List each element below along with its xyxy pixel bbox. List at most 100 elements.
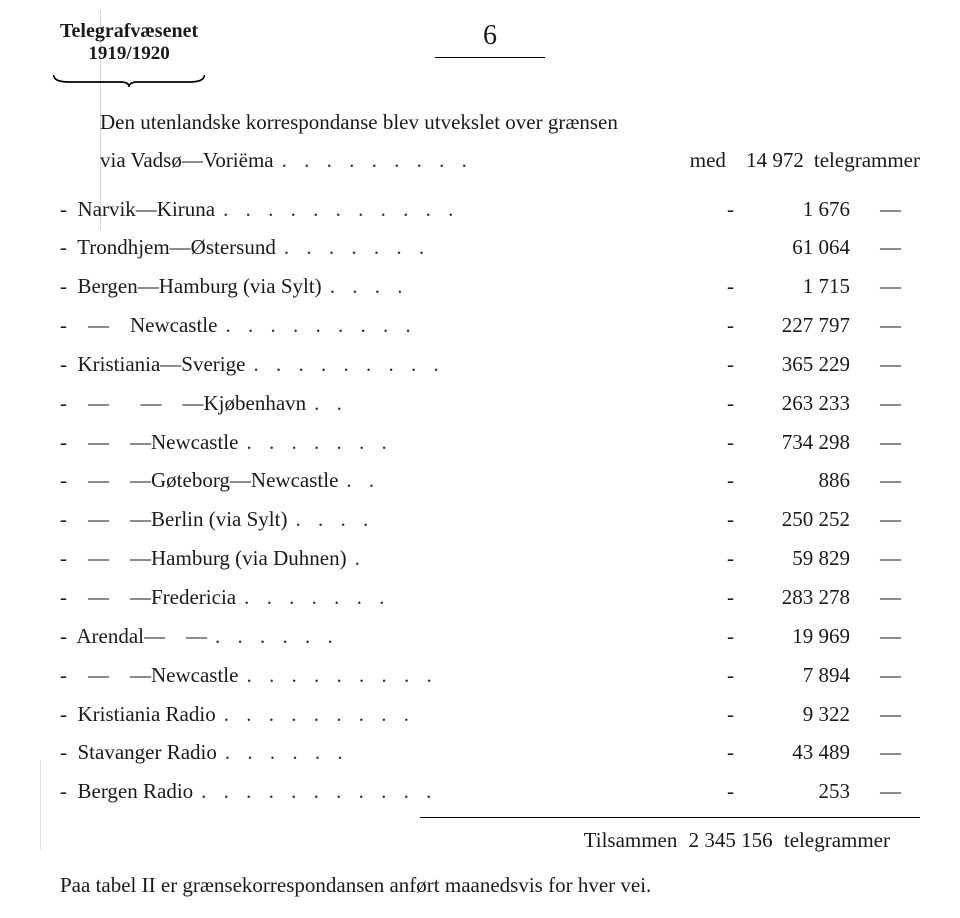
leader-dots: . . . . . . . . . . . [215, 190, 717, 229]
route-label: - — —Hamburg (via Duhnen) [60, 539, 347, 578]
pre-dash: - [717, 695, 740, 734]
publication-years: 1919/1920 [60, 43, 198, 65]
leader-dots: . . [306, 384, 717, 423]
pre-dash: - [717, 656, 740, 695]
telegram-count: 283 278 [740, 578, 850, 617]
correspondence-table: - Narvik—Kiruna. . . . . . . . . . .-1 6… [60, 190, 920, 812]
telegram-count: 886 [740, 461, 850, 500]
telegram-count: 250 252 [740, 500, 850, 539]
total-label: Tilsammen [584, 828, 678, 852]
leader-dots: . [347, 539, 717, 578]
leader-dots: . . . . [322, 267, 717, 306]
post-dash: — [850, 772, 920, 811]
post-dash: — [850, 228, 920, 267]
leader-dots: . . . . . . . . . [238, 656, 717, 695]
header-left-block: Telegrafvæsenet 1919/1920 [60, 20, 198, 75]
footer-note: Paa tabel II er grænsekorrespondansen an… [60, 873, 920, 898]
telegram-count: 59 829 [740, 539, 850, 578]
table-row: - Kristiania Radio. . . . . . . . .-9 32… [60, 695, 920, 734]
telegram-count: 19 969 [740, 617, 850, 656]
telegram-count: 734 298 [740, 423, 850, 462]
total-value: 2 345 156 [683, 828, 779, 852]
table-row: - — Newcastle. . . . . . . . .-227 797— [60, 306, 920, 345]
post-dash: — [850, 267, 920, 306]
page-number-wrap: 6 [435, 20, 545, 58]
table-row: - — —Hamburg (via Duhnen).-59 829— [60, 539, 920, 578]
table-row: - Stavanger Radio. . . . . .-43 489— [60, 733, 920, 772]
route-label: - Bergen Radio [60, 772, 193, 811]
route-label: - — —Berlin (via Sylt) [60, 500, 287, 539]
intro-paragraph: Den utenlandske korrespondanse blev utve… [100, 105, 920, 180]
table-row: - Bergen—Hamburg (via Sylt). . . .-1 715… [60, 267, 920, 306]
pre-dash: - [717, 190, 740, 229]
post-dash: — [850, 423, 920, 462]
telegram-count: 9 322 [740, 695, 850, 734]
telegram-count: 43 489 [740, 733, 850, 772]
document-page: Telegrafvæsenet 1919/1920 6 Den utenland… [0, 0, 960, 918]
pre-dash: - [717, 461, 740, 500]
curly-brace-icon [52, 73, 206, 87]
table-row: - Trondhjem—Østersund. . . . . . . 61 064… [60, 228, 920, 267]
intro-mid: med [690, 141, 734, 180]
post-dash: — [850, 345, 920, 384]
pre-dash: - [717, 539, 740, 578]
table-row: - — —Newcastle. . . . . . . . .-7 894— [60, 656, 920, 695]
page-number: 6 [435, 20, 545, 58]
table-row: - — — —Kjøbenhavn. .-263 233— [60, 384, 920, 423]
post-dash: — [850, 461, 920, 500]
route-label: - — —Newcastle [60, 423, 238, 462]
pre-dash: - [717, 772, 740, 811]
route-label: - Arendal— — [60, 617, 207, 656]
pre-dash: - [717, 384, 740, 423]
intro-line-1: Den utenlandske korrespondanse blev utve… [100, 105, 920, 141]
page-header: Telegrafvæsenet 1919/1920 6 [60, 20, 920, 75]
route-label: - — Newcastle [60, 306, 217, 345]
intro-leader: . . . . . . . . . [274, 141, 690, 180]
post-dash: — [850, 578, 920, 617]
route-label: - Narvik—Kiruna [60, 190, 215, 229]
leader-dots: . . . . . . . [238, 423, 717, 462]
route-label: - Bergen—Hamburg (via Sylt) [60, 267, 322, 306]
telegram-count: 61 064 [740, 228, 850, 267]
post-dash: — [850, 306, 920, 345]
route-label: - — —Newcastle [60, 656, 238, 695]
table-row: - — —Berlin (via Sylt). . . .-250 252— [60, 500, 920, 539]
post-dash: — [850, 190, 920, 229]
leader-dots: . . . . . . . . . [245, 345, 717, 384]
publication-title: Telegrafvæsenet [60, 20, 198, 43]
intro-line-2: via Vadsø—Voriëma . . . . . . . . . med … [100, 141, 920, 180]
telegram-count: 365 229 [740, 345, 850, 384]
pre-dash: - [717, 500, 740, 539]
table-row: - — —Gøteborg—Newcastle. .-886— [60, 461, 920, 500]
route-label: - — —Gøteborg—Newcastle [60, 461, 338, 500]
pre-dash: - [717, 733, 740, 772]
route-label: - Kristiania—Sverige [60, 345, 245, 384]
telegram-count: 227 797 [740, 306, 850, 345]
post-dash: — [850, 656, 920, 695]
pre-dash: - [717, 578, 740, 617]
intro-value: 14 972 [734, 141, 804, 180]
total-rule [420, 817, 920, 818]
post-dash: — [850, 695, 920, 734]
route-label: - Kristiania Radio [60, 695, 216, 734]
post-dash: — [850, 539, 920, 578]
post-dash: — [850, 617, 920, 656]
table-row: - Bergen Radio. . . . . . . . . . .-253— [60, 772, 920, 811]
route-label: - Trondhjem—Østersund [60, 228, 276, 267]
pre-dash: - [717, 267, 740, 306]
post-dash: — [850, 500, 920, 539]
leader-dots: . . . . . . . [236, 578, 717, 617]
leader-dots: . . . . . . . [276, 228, 724, 267]
leader-dots: . . . . . . [207, 617, 717, 656]
telegram-count: 263 233 [740, 384, 850, 423]
route-label: - — — —Kjøbenhavn [60, 384, 306, 423]
post-dash: — [850, 384, 920, 423]
intro-suffix: telegrammer [804, 141, 920, 180]
route-label: - — —Fredericia [60, 578, 236, 617]
total-suffix: telegrammer [784, 828, 890, 852]
leader-dots: . . . . . . [217, 733, 717, 772]
total-line: Tilsammen 2 345 156 telegrammer [60, 828, 890, 853]
pre-dash: - [717, 345, 740, 384]
table-row: - — —Newcastle. . . . . . .-734 298— [60, 423, 920, 462]
post-dash: — [850, 733, 920, 772]
